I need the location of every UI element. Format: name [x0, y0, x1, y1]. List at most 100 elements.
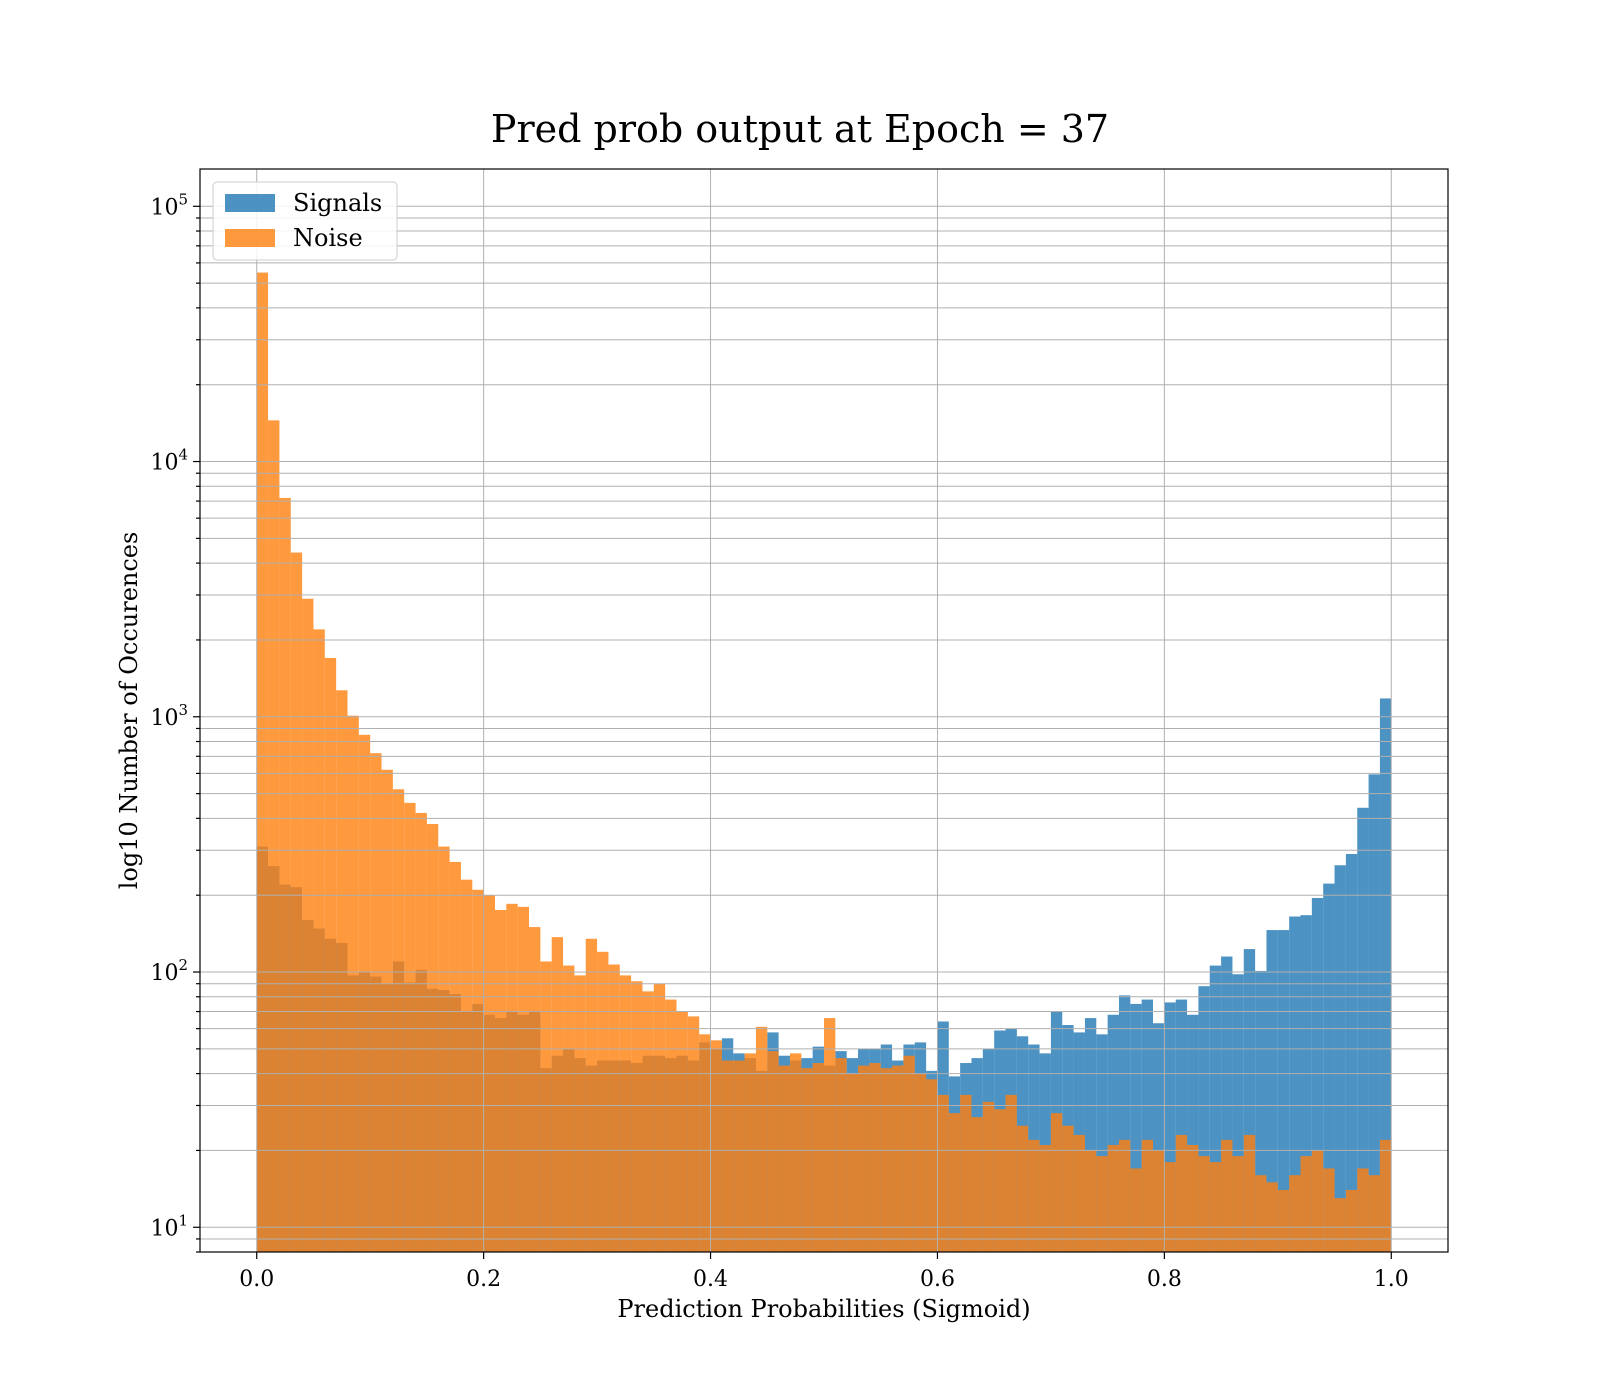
- noise-bar: [699, 1034, 711, 1252]
- noise-bar: [1300, 1156, 1312, 1252]
- noise-bar: [336, 690, 348, 1252]
- noise-bar: [574, 975, 586, 1252]
- noise-bar: [1243, 1134, 1256, 1252]
- noise-bar: [755, 1026, 768, 1252]
- signals-bar: [1221, 956, 1233, 1252]
- signals-bar: [1084, 1018, 1097, 1252]
- noise-bar: [858, 1065, 870, 1252]
- signals-bar: [1357, 807, 1369, 1252]
- legend: Signals Noise: [212, 181, 398, 261]
- signals-bar: [1187, 1014, 1199, 1252]
- ticks-layer: 0.0 0.2 0.4 0.6 0.8 1.0 101 102 103 104 105: [150, 190, 1408, 1292]
- signals-bar: [1300, 915, 1312, 1252]
- noise-bar: [1028, 1139, 1040, 1252]
- y-tick-label: 104: [150, 446, 188, 476]
- noise-bar: [1198, 1156, 1210, 1252]
- noise-bar: [392, 789, 405, 1252]
- noise-bar: [631, 981, 643, 1252]
- signals-bar: [1096, 1034, 1108, 1252]
- signals-bar: [1164, 1002, 1176, 1252]
- noise-bar: [358, 734, 371, 1252]
- x-tick-label: 0.6: [920, 1267, 955, 1292]
- noise-bar: [653, 983, 666, 1252]
- signals-bar: [1277, 930, 1290, 1252]
- noise-bar: [1118, 1139, 1131, 1252]
- signals-bar: [1266, 930, 1278, 1252]
- x-tick-label: 0.0: [239, 1267, 274, 1292]
- noise-bar: [1266, 1182, 1278, 1252]
- signals-bar: [1255, 970, 1267, 1252]
- x-tick-label: 0.2: [466, 1267, 501, 1292]
- noise-bar: [1084, 1150, 1097, 1252]
- legend-label-signals: Signals: [293, 189, 382, 217]
- noise-bar: [472, 889, 484, 1252]
- y-tick-label: 105: [150, 190, 188, 220]
- y-axis-label: log10 Number of Occurences: [115, 532, 143, 890]
- signals-bar: [1368, 774, 1380, 1252]
- noise-bar: [381, 769, 393, 1252]
- chart-title: Pred prob output at Epoch = 37: [491, 107, 1109, 151]
- noise-bar: [1323, 1168, 1335, 1252]
- noise-bar: [1107, 1145, 1119, 1252]
- noise-bar: [1209, 1162, 1222, 1252]
- plot-frame: [199, 168, 1449, 1253]
- noise-bar: [1357, 1168, 1369, 1252]
- noise-bar: [290, 552, 303, 1252]
- noise-bar: [506, 903, 518, 1252]
- noise-bar: [585, 938, 598, 1252]
- signals-bar: [1209, 965, 1222, 1252]
- noise-bar: [494, 909, 507, 1252]
- noise-bar: [551, 937, 564, 1252]
- noise-bar: [824, 1018, 836, 1252]
- legend-label-noise: Noise: [293, 224, 363, 252]
- noise-bar: [1289, 1175, 1301, 1252]
- signals-bar: [1323, 883, 1335, 1252]
- noise-bar: [1016, 1125, 1029, 1252]
- noise-bar: [302, 598, 314, 1252]
- signals-bar: [1334, 865, 1346, 1252]
- noise-bar: [1073, 1134, 1085, 1252]
- noise-bar: [960, 1094, 972, 1252]
- noise-bar: [313, 629, 325, 1252]
- noise-bar: [971, 1117, 983, 1252]
- noise-bar: [1130, 1168, 1142, 1252]
- noise-bar: [460, 879, 473, 1252]
- noise-bar: [1379, 1139, 1392, 1252]
- noise-bar: [404, 802, 416, 1252]
- noise-bar: [1334, 1198, 1346, 1252]
- noise-bar: [256, 272, 269, 1252]
- noise-bar: [676, 1011, 688, 1252]
- signals-bar: [1311, 897, 1324, 1252]
- noise-bar: [642, 991, 654, 1252]
- noise-bar: [1187, 1145, 1199, 1252]
- noise-bar: [1062, 1125, 1074, 1252]
- noise-bar: [835, 1058, 847, 1252]
- noise-bar: [948, 1113, 961, 1252]
- noise-bar: [926, 1079, 938, 1252]
- signals-bar: [1232, 974, 1244, 1252]
- x-tick-label: 1.0: [1374, 1267, 1409, 1292]
- noise-bar: [1050, 1113, 1063, 1252]
- noise-bar: [1311, 1150, 1324, 1252]
- x-axis-label: Prediction Probabilities (Sigmoid): [617, 1295, 1030, 1323]
- noise-bar: [812, 1063, 824, 1252]
- signals-bar: [1198, 986, 1210, 1252]
- signals-bar: [1118, 995, 1131, 1252]
- y-tick-label: 102: [150, 956, 188, 986]
- noise-bar: [937, 1094, 949, 1252]
- noise-bar: [324, 657, 337, 1252]
- noise-bar: [597, 951, 609, 1252]
- noise-bar: [529, 927, 541, 1252]
- noise-bar: [563, 965, 575, 1252]
- y-tick-label: 103: [150, 701, 188, 731]
- x-tick-label: 0.4: [693, 1267, 728, 1292]
- noise-bar: [608, 964, 620, 1252]
- noise-bar: [619, 975, 632, 1252]
- noise-bar: [540, 961, 552, 1252]
- noise-bar: [994, 1109, 1006, 1252]
- noise-bar: [449, 861, 461, 1252]
- noise-bar: [268, 420, 280, 1252]
- noise-bar: [710, 1040, 722, 1252]
- noise-bar: [1096, 1156, 1108, 1252]
